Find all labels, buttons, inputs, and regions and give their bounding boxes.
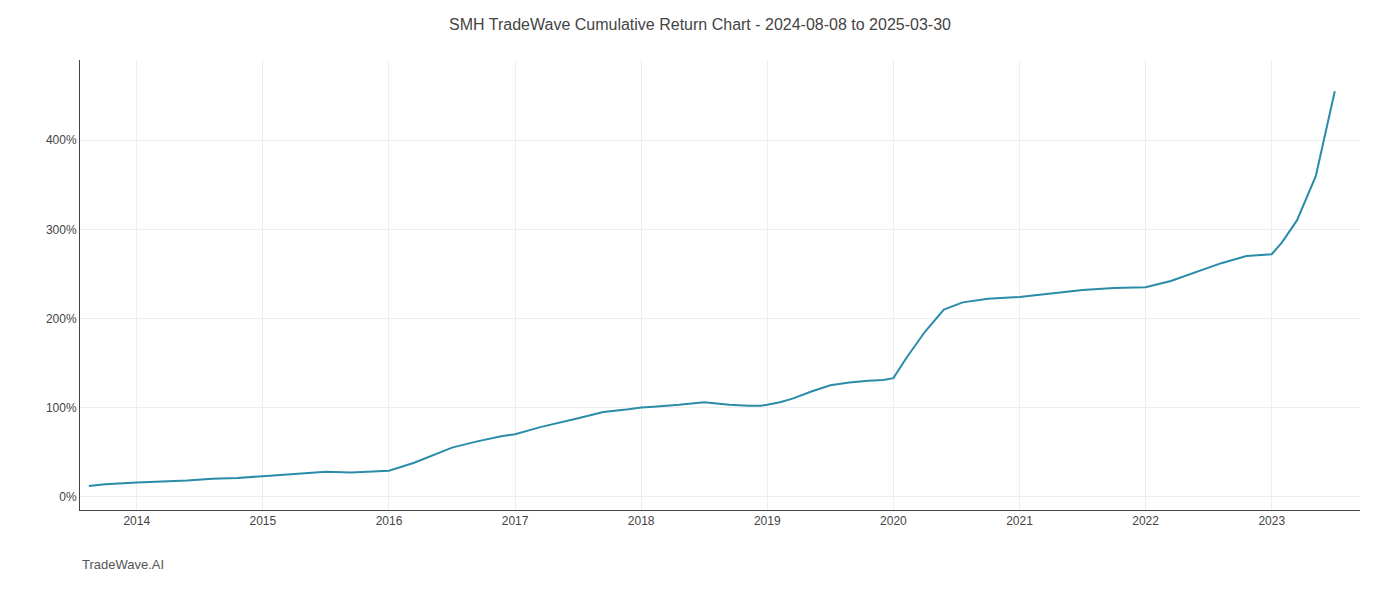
svg-text:2021: 2021	[1006, 514, 1033, 528]
svg-text:TradeWave.AI: TradeWave.AI	[82, 557, 164, 572]
svg-text:2016: 2016	[376, 514, 403, 528]
svg-text:2019: 2019	[754, 514, 781, 528]
svg-text:0%: 0%	[59, 490, 77, 504]
svg-text:2022: 2022	[1132, 514, 1159, 528]
svg-text:SMH TradeWave Cumulative Retur: SMH TradeWave Cumulative Return Chart - …	[449, 16, 951, 33]
svg-text:2015: 2015	[250, 514, 277, 528]
svg-text:300%: 300%	[46, 223, 77, 237]
svg-text:2017: 2017	[502, 514, 529, 528]
svg-text:2020: 2020	[880, 514, 907, 528]
svg-text:400%: 400%	[46, 133, 77, 147]
svg-text:2023: 2023	[1258, 514, 1285, 528]
svg-text:100%: 100%	[46, 401, 77, 415]
svg-text:200%: 200%	[46, 312, 77, 326]
svg-text:2018: 2018	[628, 514, 655, 528]
svg-text:2014: 2014	[123, 514, 150, 528]
